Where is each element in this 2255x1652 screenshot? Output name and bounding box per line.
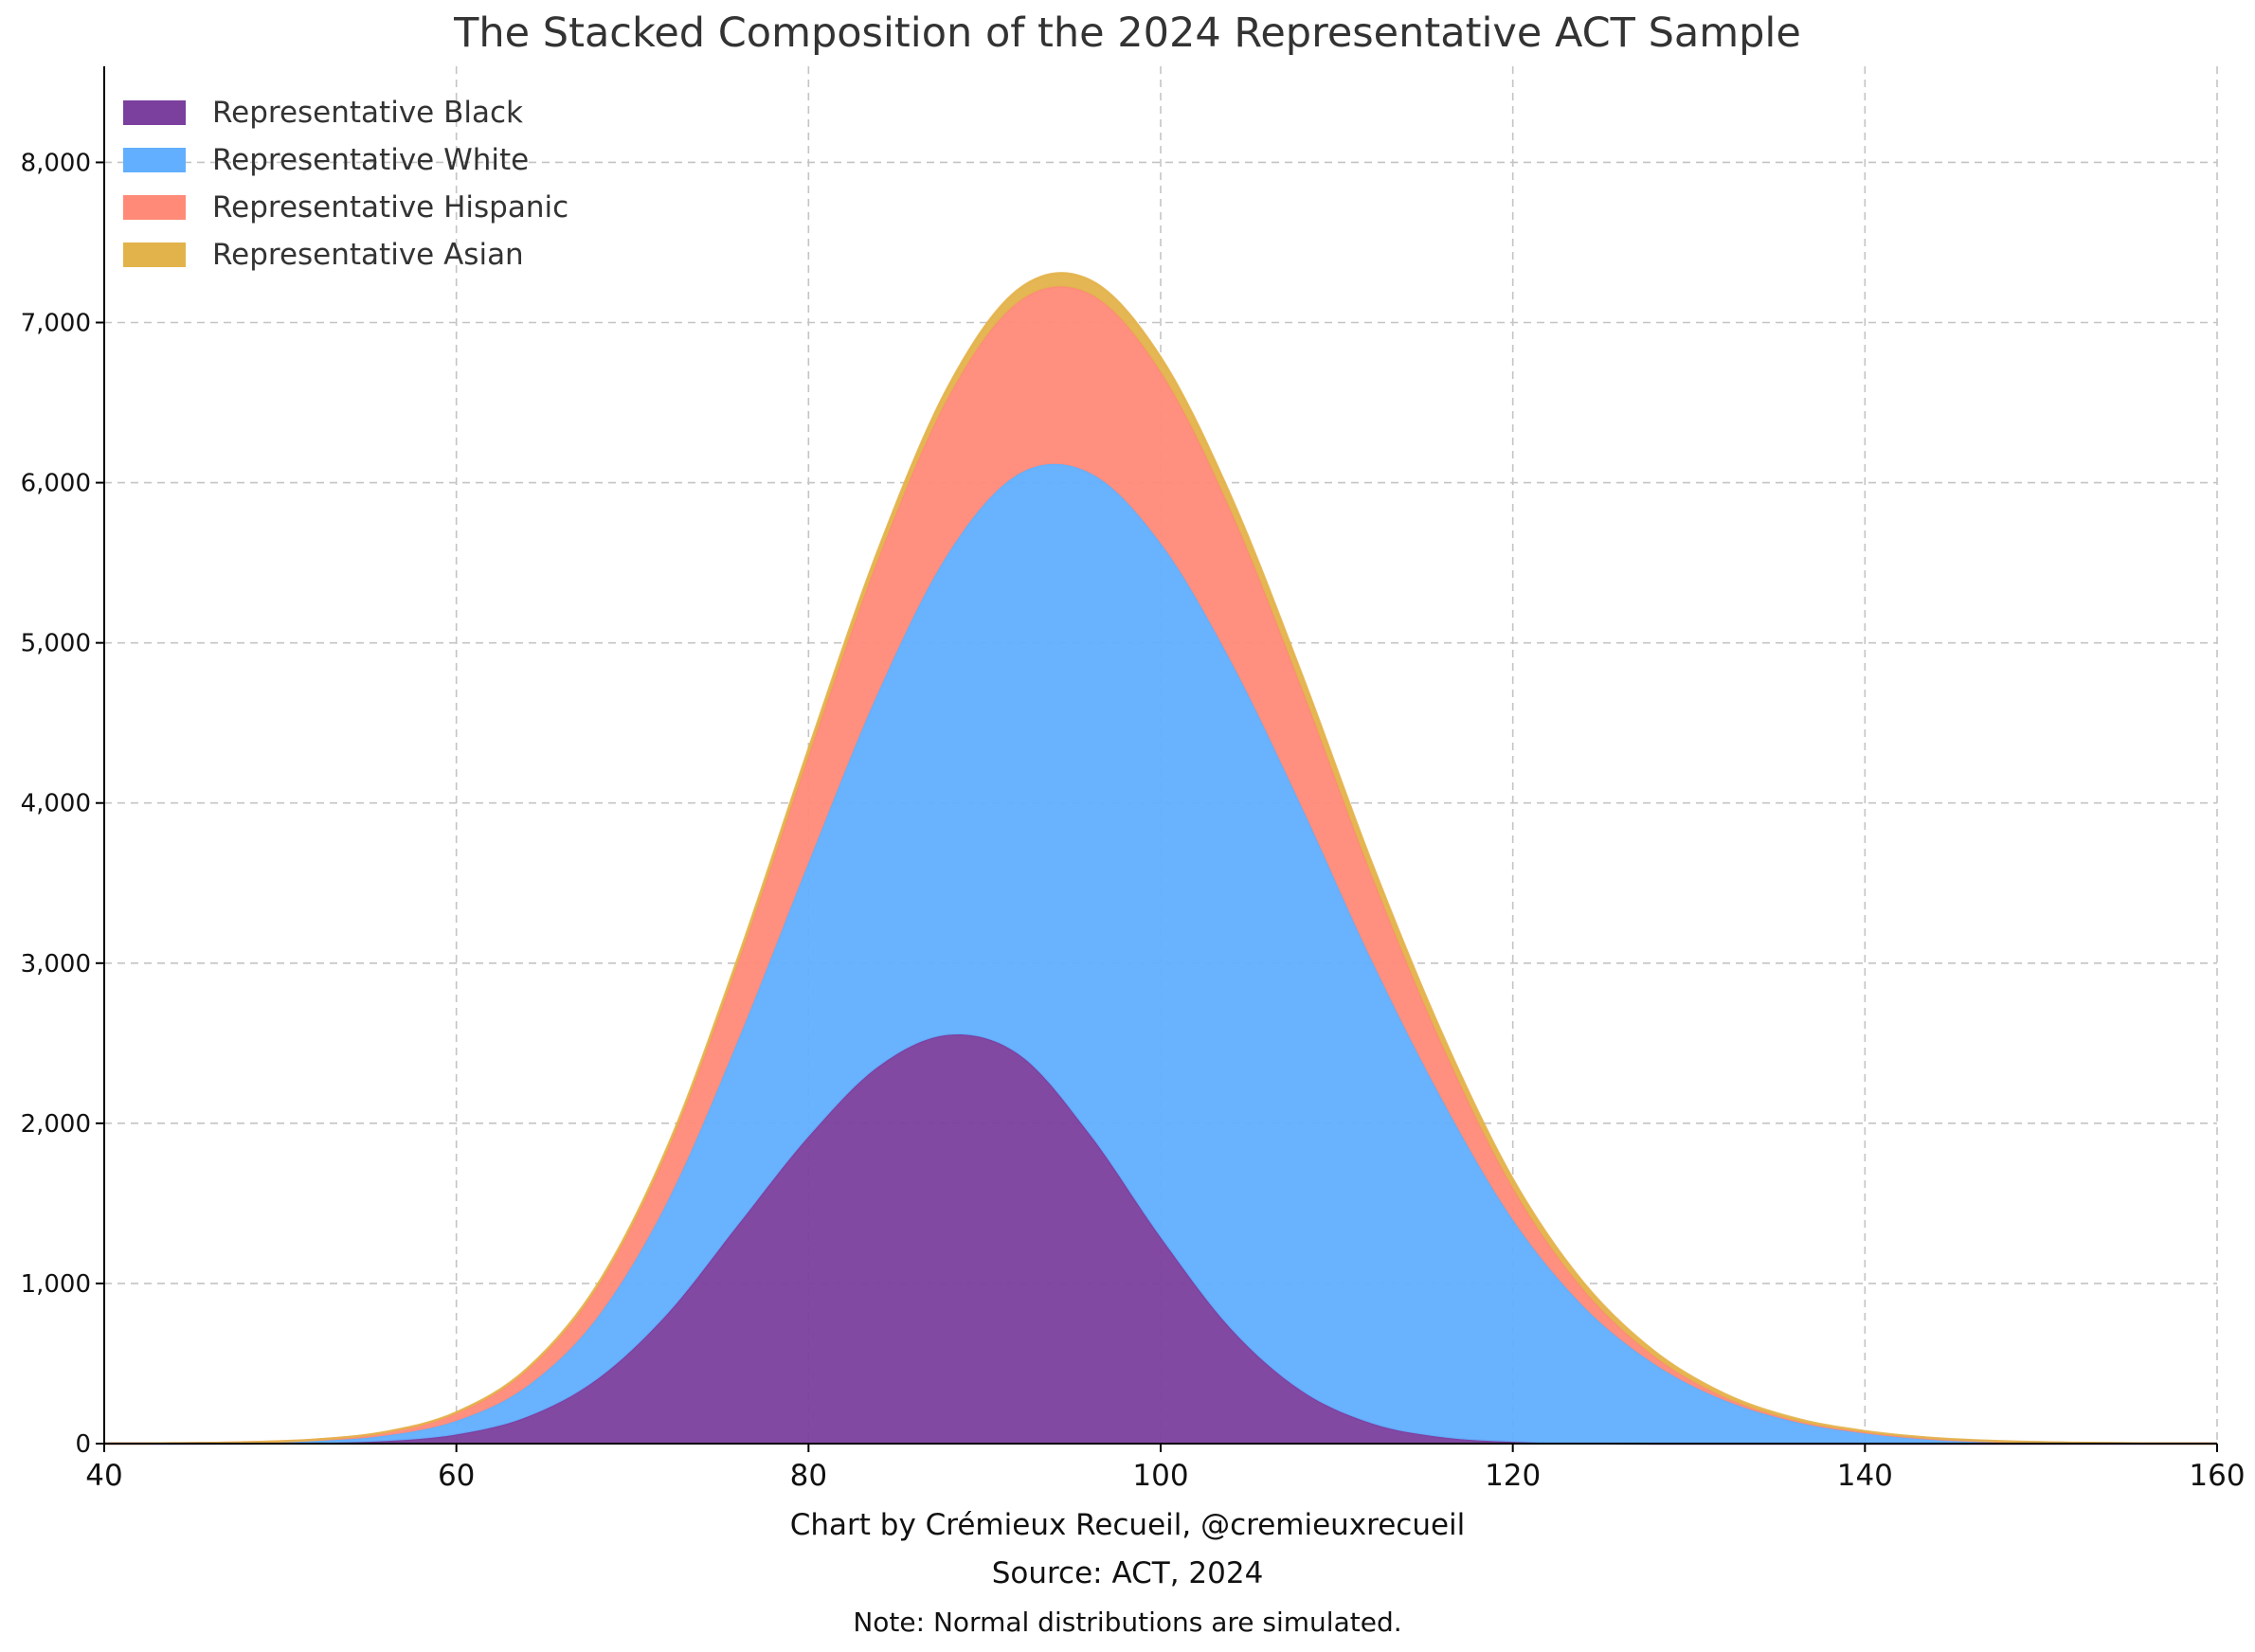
- x-tick-label: 140: [1837, 1459, 1893, 1493]
- credit-caption: Chart by Crémieux Recueil, @cremieuxrecu…: [789, 1508, 1466, 1542]
- legend-item: Representative Hispanic: [123, 184, 568, 231]
- legend-swatch: [123, 148, 186, 172]
- representative-hispanic-area: [104, 286, 2217, 1445]
- representative-white-area: [104, 463, 2217, 1445]
- source-caption: Source: ACT, 2024: [991, 1556, 1264, 1590]
- y-tick-label: 8,000: [21, 149, 91, 177]
- legend-item: Representative Asian: [123, 231, 568, 278]
- y-tick-label: 5,000: [21, 630, 91, 658]
- legend-item: Representative White: [123, 136, 568, 184]
- y-tick-label: 4,000: [21, 790, 91, 818]
- x-tick-label: 80: [790, 1459, 827, 1493]
- y-tick-label: 7,000: [21, 310, 91, 338]
- tick-labels: 40 60 80 100 120 140 160 0 1,000 2,000 3,000 4,000 5…: [21, 149, 2246, 1493]
- legend-item: Representative Black: [123, 89, 568, 136]
- legend-label: Representative Hispanic: [212, 190, 569, 224]
- stacked-areas: [103, 272, 2218, 1446]
- note-caption: Note: Normal distributions are simulated…: [853, 1607, 1402, 1638]
- x-tick-label: 40: [85, 1459, 122, 1493]
- legend-swatch: [123, 100, 186, 125]
- legend: Representative Black Representative White…: [123, 89, 568, 278]
- legend-label: Representative Black: [212, 96, 523, 130]
- x-tick-label: 100: [1132, 1459, 1188, 1493]
- y-tick-label: 6,000: [21, 470, 91, 498]
- legend-swatch: [123, 195, 186, 220]
- y-tick-label: 3,000: [21, 950, 91, 979]
- y-tick-label: 0: [75, 1430, 91, 1459]
- chart-title: The Stacked Composition of the 2024 Repr…: [454, 9, 1801, 57]
- x-tick-label: 120: [1485, 1459, 1541, 1493]
- legend-swatch: [123, 242, 186, 267]
- representative-asian-edge: [103, 272, 2218, 1446]
- legend-label: Representative White: [212, 143, 530, 177]
- x-tick-label: 160: [2189, 1459, 2245, 1493]
- legend-label: Representative Asian: [212, 238, 524, 272]
- axes: [96, 66, 2218, 1452]
- y-tick-label: 2,000: [21, 1110, 91, 1139]
- x-tick-label: 60: [438, 1459, 475, 1493]
- y-tick-label: 1,000: [21, 1270, 91, 1299]
